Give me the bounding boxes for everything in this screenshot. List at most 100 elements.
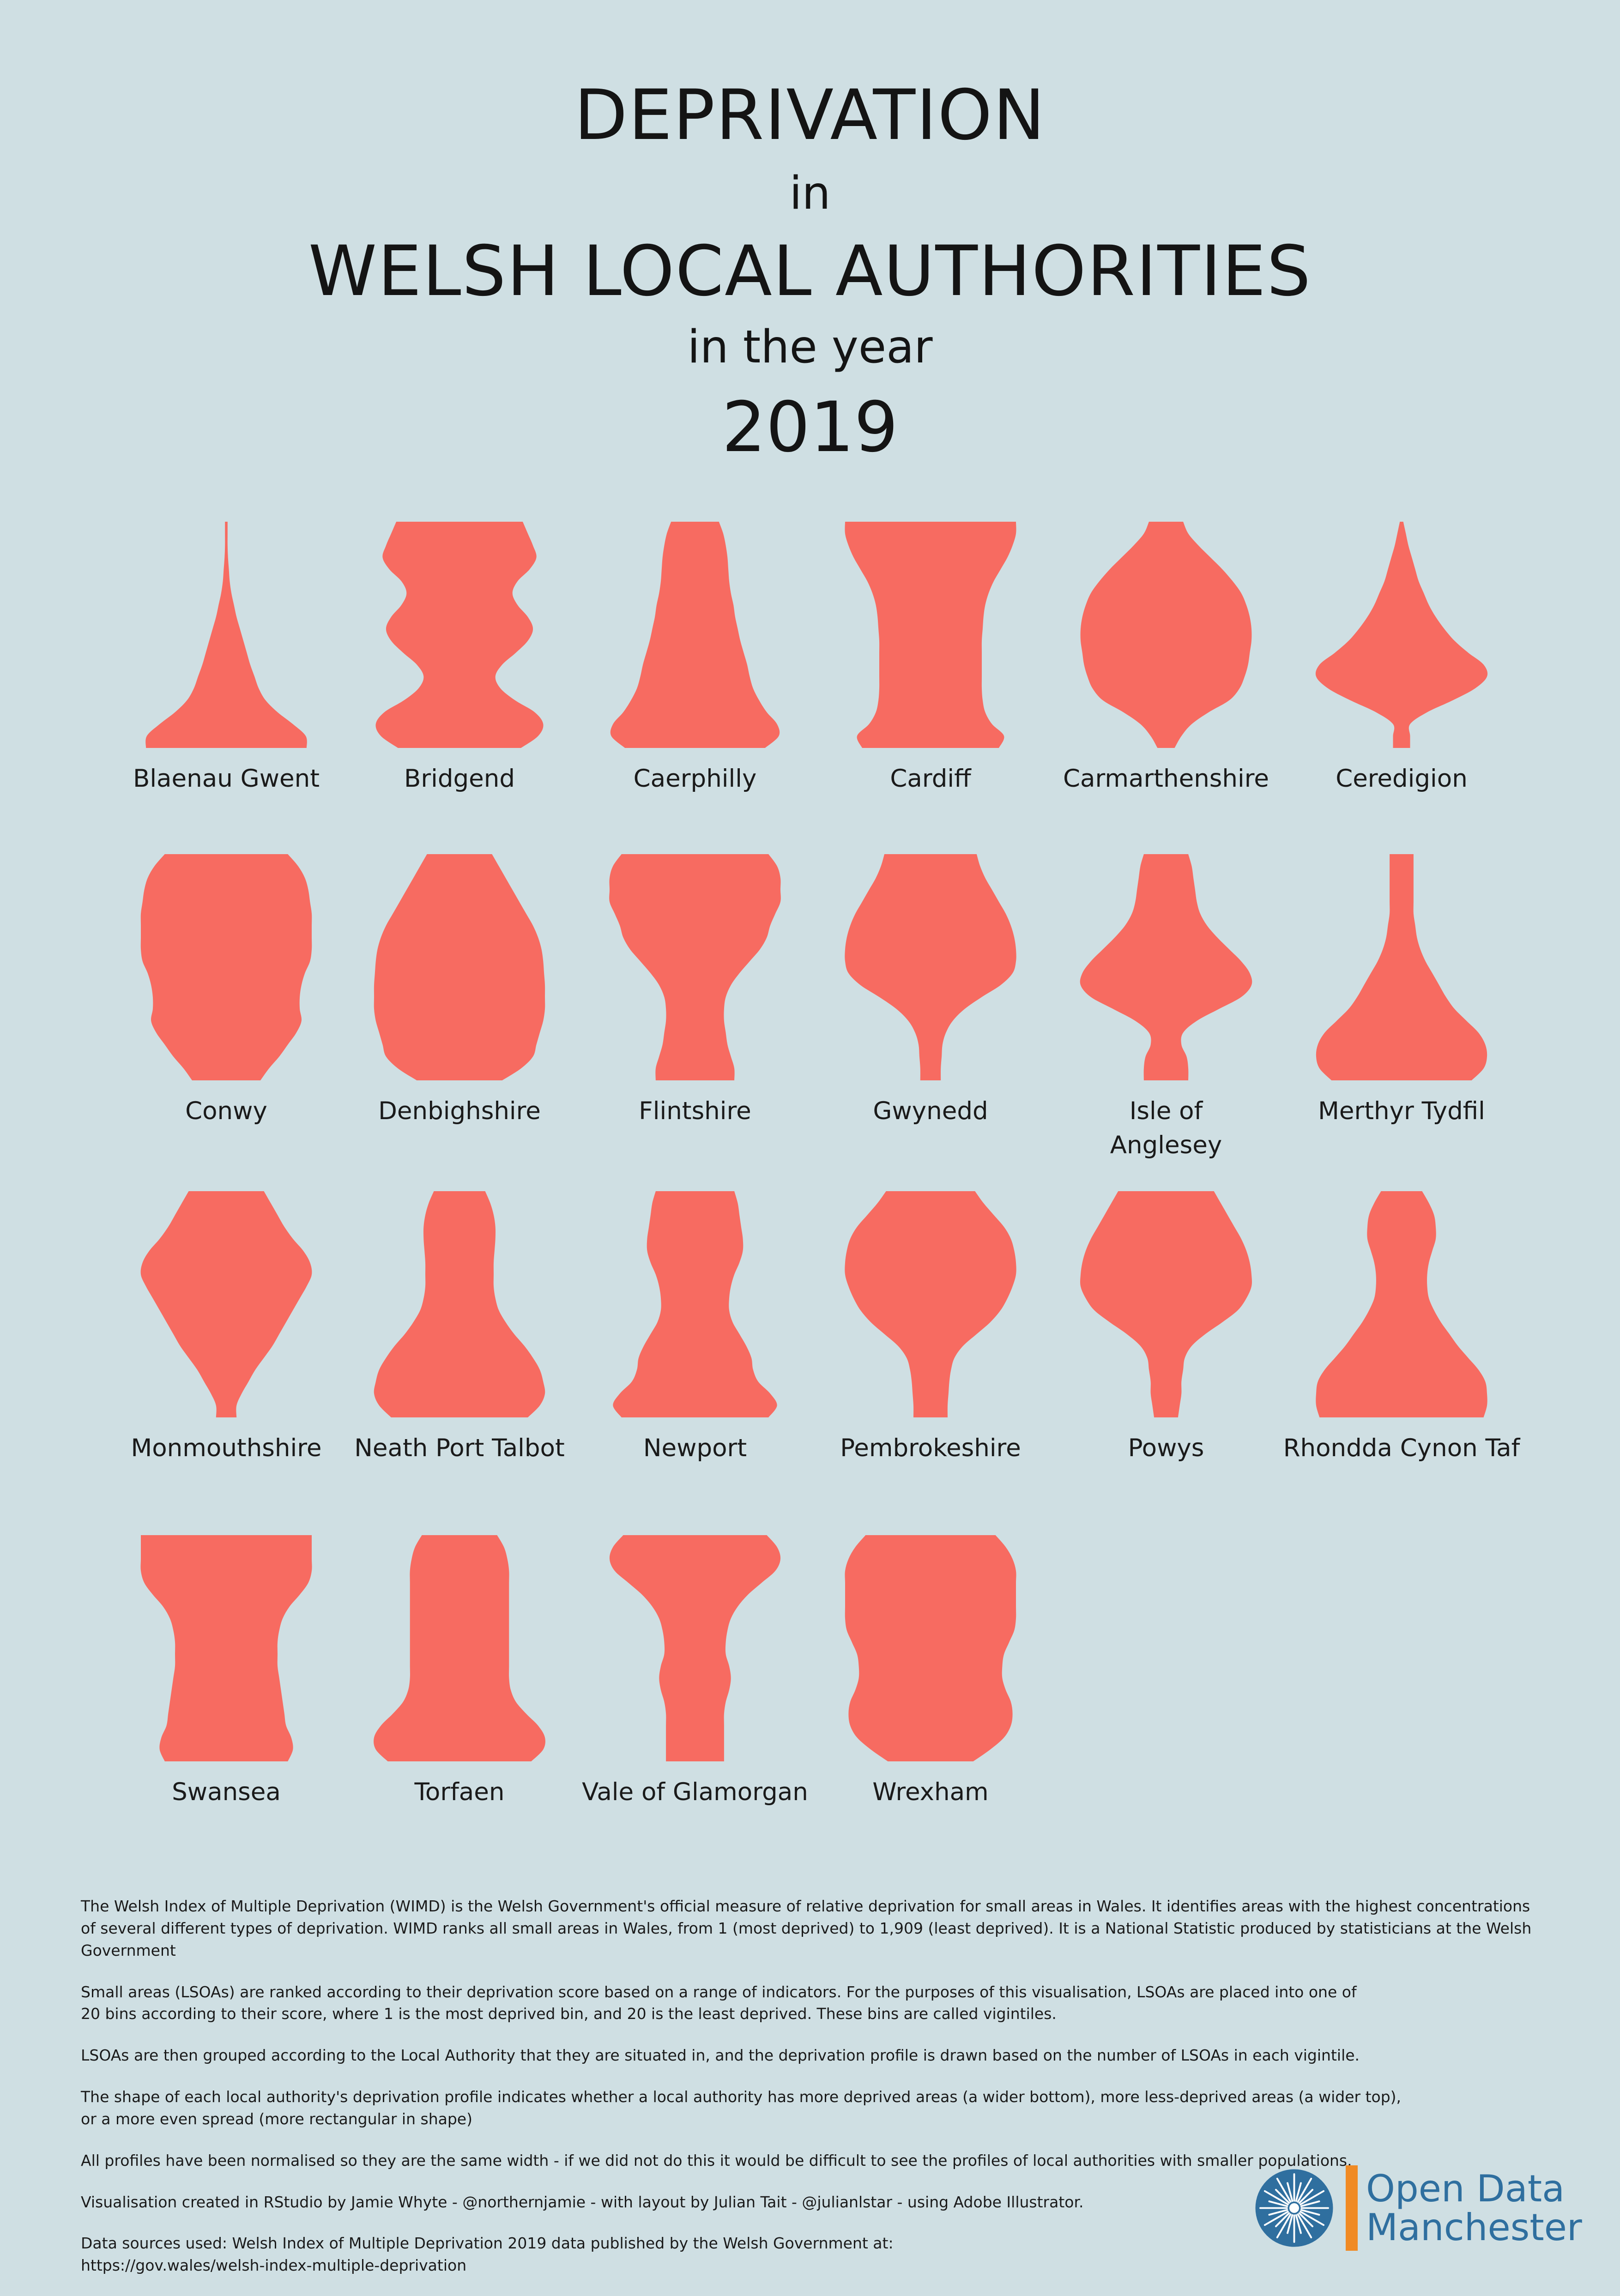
profile-label: Vale of Glamorgan bbox=[575, 1775, 815, 1809]
starburst-ray bbox=[1297, 2213, 1312, 2239]
title-line-2: in bbox=[789, 167, 831, 220]
starburst-ray bbox=[1268, 2209, 1288, 2216]
profile-label-line: Newport bbox=[643, 1434, 747, 1462]
profile-shape bbox=[845, 522, 1016, 748]
profile-label-line: Merthyr Tydfil bbox=[1318, 1097, 1485, 1125]
profile-shape bbox=[613, 1191, 777, 1417]
profile-shape bbox=[609, 1535, 781, 1761]
profile-shape-svg bbox=[609, 854, 781, 1080]
profile-shape bbox=[140, 854, 312, 1080]
profile-torfaen: Torfaen bbox=[339, 1531, 580, 1809]
profile-label: Conwy bbox=[106, 1094, 346, 1128]
starburst-ray bbox=[1263, 2190, 1289, 2206]
profile-cardiff: Cardiff bbox=[810, 517, 1051, 796]
profile-label: Flintshire bbox=[575, 1094, 815, 1128]
profile-label-line: Anglesey bbox=[1110, 1131, 1222, 1160]
profile-shape-svg bbox=[374, 1191, 545, 1417]
starburst-ray bbox=[1276, 2213, 1292, 2239]
profile-conwy: Conwy bbox=[106, 850, 346, 1128]
profile-label-line: Wrexham bbox=[872, 1778, 989, 1806]
profile-label: Monmouthshire bbox=[106, 1431, 346, 1465]
starburst-ray bbox=[1300, 2211, 1325, 2226]
profile-label-line: Conwy bbox=[185, 1097, 267, 1125]
note-sources: Data sources used: Welsh Index of Multip… bbox=[81, 2234, 894, 2275]
profile-shape-svg bbox=[613, 1191, 777, 1417]
profile-shape bbox=[1315, 522, 1488, 748]
profile-shape-svg bbox=[374, 1535, 545, 1761]
profile-shape bbox=[374, 1191, 545, 1417]
note-credits: Visualisation created in RStudio by Jami… bbox=[81, 2193, 1084, 2211]
profile-shape bbox=[1316, 854, 1487, 1080]
profile-caerphilly: Caerphilly bbox=[575, 517, 815, 796]
profile-shape bbox=[845, 1535, 1016, 1761]
profile-label: Torfaen bbox=[339, 1775, 580, 1809]
profile-shape bbox=[375, 522, 544, 748]
profile-shape bbox=[610, 522, 780, 748]
profile-label: Isle of Anglesey bbox=[1046, 1094, 1286, 1163]
profile-shape bbox=[1080, 1191, 1252, 1417]
profile-monmouthshire: Monmouthshire bbox=[106, 1187, 346, 1465]
profile-shape-svg bbox=[609, 1535, 781, 1761]
profile-shape-svg bbox=[1080, 522, 1252, 748]
profile-pembrokeshire: Pembrokeshire bbox=[810, 1187, 1051, 1465]
profile-carmarthenshire: Carmarthenshire bbox=[1046, 517, 1286, 796]
starburst-ray bbox=[1295, 2214, 1302, 2234]
profile-label: Cardiff bbox=[810, 762, 1051, 796]
profile-label: Caerphilly bbox=[575, 762, 815, 796]
profile-label: Powys bbox=[1046, 1431, 1286, 1465]
profile-gwynedd: Gwynedd bbox=[810, 850, 1051, 1128]
logo-text: Open Data Manchester bbox=[1366, 2167, 1582, 2249]
profile-label: Rhondda Cynon Taf bbox=[1281, 1431, 1522, 1465]
profile-label: Carmarthenshire bbox=[1046, 762, 1286, 796]
profile-isle-of-anglesey: Isle of Anglesey bbox=[1046, 850, 1286, 1163]
profile-flintshire: Flintshire bbox=[575, 850, 815, 1128]
starburst-ray bbox=[1275, 2188, 1290, 2204]
profile-label-line: Vale of Glamorgan bbox=[582, 1778, 808, 1806]
profile-label-line: Isle of bbox=[1129, 1097, 1203, 1125]
profile-shape-svg bbox=[845, 1535, 1016, 1761]
profile-label-line: Blaenau Gwent bbox=[133, 765, 320, 793]
starburst-ray bbox=[1287, 2214, 1294, 2234]
profile-label: Wrexham bbox=[810, 1775, 1051, 1809]
profile-shape-svg bbox=[375, 522, 544, 748]
profile-label: Bridgend bbox=[339, 762, 580, 796]
profile-shape-svg bbox=[1316, 1191, 1487, 1417]
note-normalised: All profiles have been normalised so the… bbox=[81, 2151, 1352, 2169]
profile-merthyr-tydfil: Merthyr Tydfil bbox=[1281, 850, 1522, 1128]
profile-label-line: Pembrokeshire bbox=[840, 1434, 1021, 1462]
profile-label: Denbighshire bbox=[339, 1094, 580, 1128]
profile-shape-svg bbox=[140, 854, 312, 1080]
profile-shape-svg bbox=[140, 1535, 312, 1761]
profile-newport: Newport bbox=[575, 1187, 815, 1465]
profile-shape-svg bbox=[1080, 854, 1252, 1080]
profile-shape-svg bbox=[1080, 1191, 1252, 1417]
profile-shape bbox=[845, 1191, 1016, 1417]
profile-label: Swansea bbox=[106, 1775, 346, 1809]
note-lsoa: Small areas (LSOAs) are ranked according… bbox=[81, 1983, 1357, 2023]
starburst-ray bbox=[1295, 2182, 1302, 2202]
starburst-ray bbox=[1297, 2177, 1312, 2203]
profile-shape bbox=[1316, 1191, 1487, 1417]
starburst-ray bbox=[1263, 2211, 1289, 2226]
title-year: 2019 bbox=[722, 387, 898, 468]
starburst-icon bbox=[1255, 2169, 1333, 2247]
source-link[interactable]: https://gov.wales/welsh-index-multiple-d… bbox=[81, 2256, 467, 2275]
profile-blaenau-gwent: Blaenau Gwent bbox=[106, 517, 346, 796]
profile-shape bbox=[374, 854, 545, 1080]
profile-label: Ceredigion bbox=[1281, 762, 1522, 796]
profile-vale-of-glamorgan: Vale of Glamorgan bbox=[575, 1531, 815, 1809]
profile-label-line: Torfaen bbox=[414, 1778, 505, 1806]
profile-neath-port-talbot: Neath Port Talbot bbox=[339, 1187, 580, 1465]
profile-swansea: Swansea bbox=[106, 1531, 346, 1809]
profile-shape-svg bbox=[374, 854, 545, 1080]
profile-label: Neath Port Talbot bbox=[339, 1431, 580, 1465]
starburst-ray bbox=[1268, 2200, 1288, 2207]
profile-ceredigion: Ceredigion bbox=[1281, 517, 1522, 796]
profile-label: Merthyr Tydfil bbox=[1281, 1094, 1522, 1128]
note-shape: The shape of each local authority's depr… bbox=[81, 2088, 1402, 2128]
profile-label-line: Cardiff bbox=[890, 765, 971, 793]
explanatory-notes: The Welsh Index of Multiple Deprivation … bbox=[81, 1895, 1559, 2296]
profile-shape bbox=[1080, 522, 1252, 748]
profile-label: Newport bbox=[575, 1431, 815, 1465]
profile-label-line: Bridgend bbox=[404, 765, 515, 793]
